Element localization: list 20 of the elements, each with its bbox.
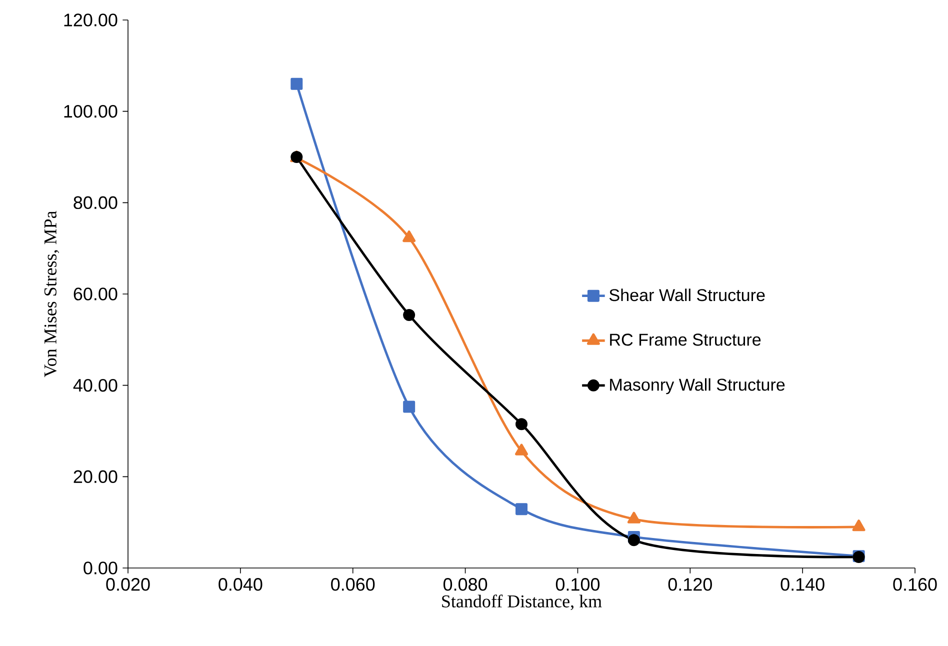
y-tick-label: 120.00 bbox=[64, 14, 118, 26]
legend-label: Masonry Wall Structure bbox=[610, 378, 785, 394]
x-tick-label: 0.100 bbox=[556, 578, 600, 591]
x-tick-label: 0.120 bbox=[668, 578, 712, 591]
y-tick-label: 100.00 bbox=[64, 104, 118, 118]
x-tick-label: 0.140 bbox=[780, 578, 824, 591]
x-tick-label: 0.160 bbox=[893, 578, 937, 591]
x-tick-label: 0.080 bbox=[443, 578, 488, 591]
y-tick-label: 20.00 bbox=[74, 470, 118, 484]
y-axis-title: Von Mises Stress, MPa bbox=[44, 210, 60, 378]
y-tick-label: 80.00 bbox=[74, 196, 118, 210]
y-tick-label: 40.00 bbox=[73, 378, 118, 392]
y-tick-label: 0.00 bbox=[84, 562, 118, 574]
x-tick-label: 0.060 bbox=[331, 578, 375, 591]
legend-label: RC Frame Structure bbox=[610, 334, 761, 346]
legend-label: Shear Wall Structure bbox=[609, 288, 765, 302]
y-tick-label: 60.00 bbox=[74, 288, 118, 300]
x-axis-title: Standoff Distance, km bbox=[442, 594, 602, 610]
x-tick-label: 0.020 bbox=[106, 578, 150, 591]
x-tick-label: 0.040 bbox=[218, 578, 262, 591]
